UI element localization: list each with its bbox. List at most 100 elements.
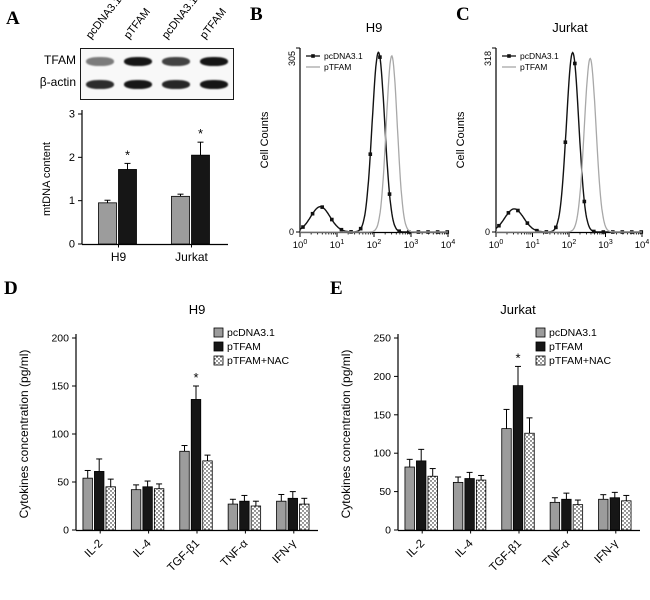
y-min-label: 0 [485,227,490,237]
bar [299,503,310,531]
bar [598,498,609,531]
blot-band [86,57,114,66]
category-label: IFN-γ [271,537,300,566]
curve-marker [601,230,606,234]
blot-band [124,80,152,89]
y-min-label: 0 [289,227,294,237]
y-axis-label: Cytokines concentration (pg/ml) [17,350,31,519]
legend-marker [311,54,315,58]
curve-marker [582,199,587,204]
y-axis-label: Cytokines concentration (pg/ml) [339,350,353,519]
curve-marker [535,228,539,233]
legend-swatch [535,355,546,366]
bar [130,489,142,531]
significance-asterisk: * [193,370,198,385]
x-tick-label: 102 [367,239,382,251]
panel-c-title: Jurkat [552,20,588,35]
x-tick-exponent: 1 [340,239,344,246]
y-tick-label: 0 [69,239,75,251]
curve-marker [592,229,596,234]
bar [276,500,287,531]
blot-band [200,57,228,66]
bar [227,503,239,531]
legend-label: pcDNA3.1 [549,327,597,339]
category-label: Jurkat [175,250,208,264]
panel-b-title: H9 [365,20,383,35]
blot-lane-label: pTFAM [197,6,230,42]
jurkat-cytokines-bar-chart: 0 50 100 150 200 250 Cytokines concentration (… [339,327,640,574]
bar [427,475,438,531]
x-tick-label: 101 [525,239,540,251]
blot-lane-label: pcDNA3.1 [159,0,201,42]
y-max-label: 305 [287,51,297,66]
bar [524,432,535,531]
x-tick-label: 100 [293,239,308,251]
x-tick-exponent: 4 [645,239,649,246]
bar [118,169,137,245]
curve-marker [378,55,382,59]
curve-marker [301,225,305,229]
histogram-curve [495,51,642,233]
blot-box [80,48,234,100]
curve-marker [358,226,363,231]
curve-marker [330,217,334,222]
y-axis-label: Cell Counts [259,111,271,168]
bar [561,498,572,531]
y-tick-label: 100 [51,429,69,441]
curve-marker [310,211,315,216]
y-axis-label: Cell Counts [455,111,467,168]
bar [475,479,487,531]
x-tick-label: 102 [562,239,577,251]
legend-label: pTFAM+NAC [549,355,612,367]
curve-marker [506,211,511,215]
category-label: TNF-α [219,537,251,569]
x-tick-exponent: 3 [414,239,418,246]
curve-marker [516,208,520,213]
x-tick-label: 100 [489,239,504,251]
bar [404,466,415,531]
x-tick-label: 104 [635,239,650,251]
legend-label: pTFAM [324,62,351,72]
blot-band [162,80,190,89]
legend-swatch [213,355,224,366]
panel-d-title: H9 [188,302,206,317]
bar [202,460,213,531]
bar [98,202,117,245]
y-axis-label: mtDNA content [41,142,53,216]
y-tick-label: 250 [373,333,391,345]
bar [609,497,620,531]
bar [512,385,524,531]
legend-swatch [535,341,546,352]
x-tick-label: 103 [598,239,613,251]
bar [501,428,512,531]
blot-band [86,80,114,89]
y-tick-label: 50 [57,477,69,489]
category-label: IFN-γ [593,537,622,566]
bar [191,154,210,245]
panel-c-label: C [456,4,470,25]
blot-row-label: β-actin [39,75,76,89]
y-tick-label: 2 [69,152,75,164]
bar [464,478,475,531]
panel-e-title: Jurkat [500,302,536,317]
legend-label: pcDNA3.1 [227,327,275,339]
y-tick-label: 100 [373,448,391,460]
curve-marker [573,61,577,66]
curve-marker [387,192,392,196]
legend-label: pTFAM+NAC [227,355,290,367]
x-tick-exponent: 0 [499,239,503,246]
bar [94,471,105,531]
category-label: TNF-α [541,537,573,569]
y-tick-label: 150 [373,409,391,421]
mtdna-content-bar-chart: 0 1 2 3 mtDNA content H9 * Jurkat * [41,109,228,264]
bar [250,505,262,531]
blot-band [200,80,228,89]
legend-swatch [535,327,546,338]
legend-swatch [213,341,224,352]
legend-label: pTFAM [227,341,261,353]
y-tick-label: 200 [51,333,69,345]
category-label: IL-4 [453,537,476,560]
blot-row-label: TFAM [44,53,76,67]
h9-flow-histogram: 100 101 102 103 1 0 4 0 305 Cell Counts pcDNA3.1pT… [259,47,455,251]
